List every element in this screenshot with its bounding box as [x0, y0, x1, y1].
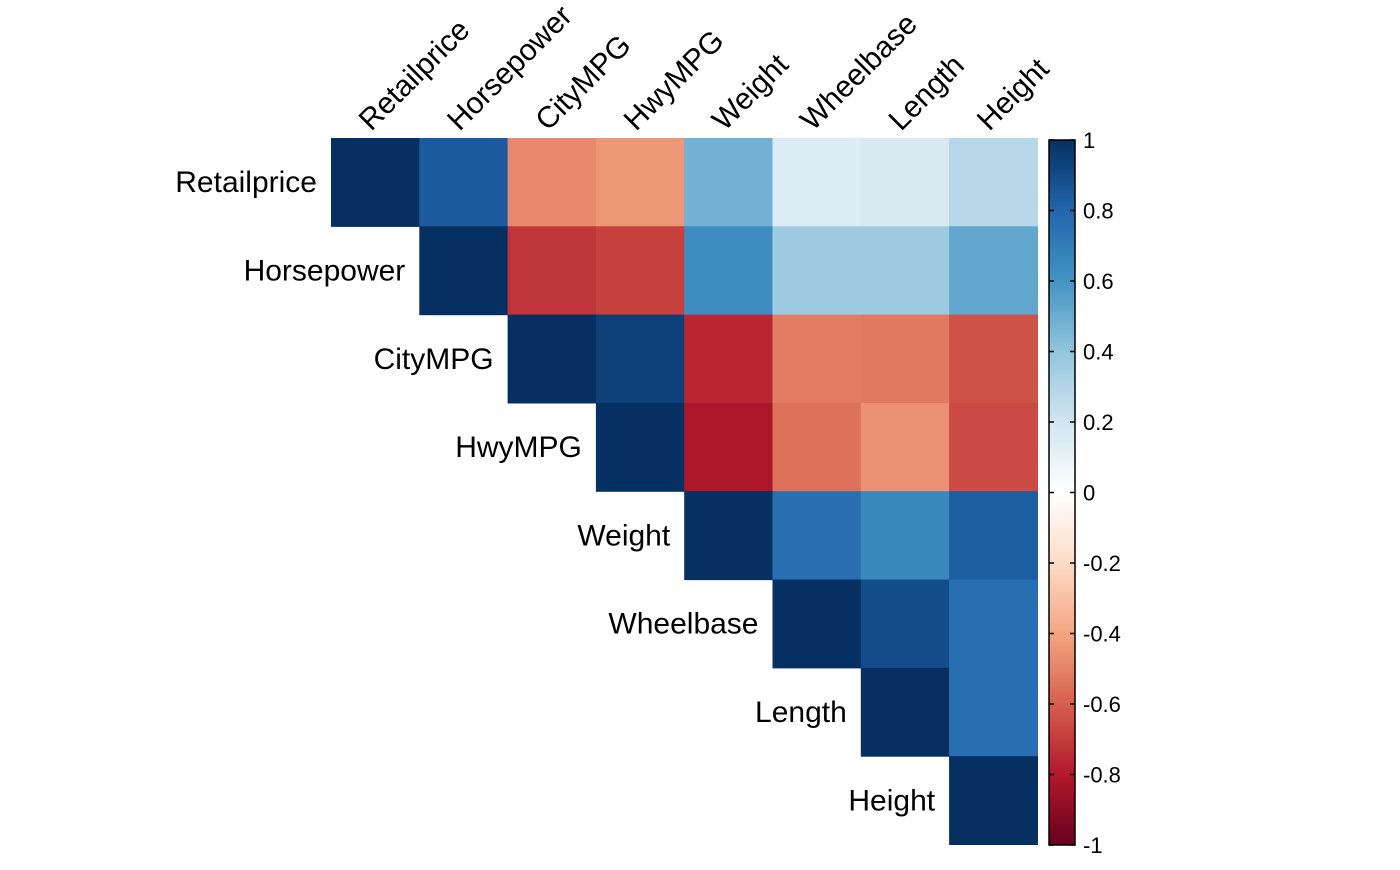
cell-citympg-hwympg — [595, 314, 685, 404]
colorbar-tick-label: -1 — [1083, 833, 1103, 858]
colorbar-tick-label: -0.6 — [1083, 692, 1121, 717]
cell-citympg-wheelbase — [772, 314, 862, 404]
cell-horsepower-weight — [684, 226, 774, 316]
row-labels: Retailprice Horsepower CityMPG HwyMPG Weight… — [175, 166, 935, 817]
cell-horsepower-horsepower — [419, 226, 509, 316]
cell-length-length — [860, 667, 950, 757]
column-label-weight: Weight — [706, 48, 795, 137]
cell-weight-weight — [684, 491, 774, 581]
colorbar-tick-label: -0.8 — [1083, 763, 1121, 788]
column-label-height: Height — [971, 52, 1056, 137]
column-label-length: Length — [883, 49, 971, 137]
cell-horsepower-citympg — [507, 226, 597, 316]
row-label-horsepower: Horsepower — [244, 254, 406, 287]
cell-retailprice-wheelbase — [772, 138, 862, 227]
colorbar-tick-label: 0 — [1083, 481, 1095, 506]
cell-horsepower-length — [860, 226, 950, 316]
cell-length-height — [949, 667, 1038, 757]
cell-retailprice-hwympg — [595, 138, 685, 227]
cell-citympg-height — [949, 314, 1038, 404]
cell-retailprice-horsepower — [419, 138, 509, 227]
colorbar-tick-label: 0.6 — [1083, 269, 1114, 294]
cell-retailprice-weight — [684, 138, 774, 227]
cell-retailprice-retailprice — [331, 138, 420, 227]
cell-citympg-length — [860, 314, 950, 404]
cell-hwympg-weight — [684, 402, 774, 492]
cell-horsepower-height — [949, 226, 1038, 316]
cell-weight-height — [949, 491, 1038, 581]
cell-wheelbase-length — [860, 579, 950, 669]
colorbar-tick-label: 0.2 — [1083, 410, 1114, 435]
colorbar-tick-label: -0.2 — [1083, 551, 1121, 576]
cell-weight-wheelbase — [772, 491, 862, 581]
colorbar: 1 0.8 0.6 0.4 0.2 0 -0.2 -0.4 -0.6 -0.8 -1 — [1048, 128, 1121, 858]
column-labels: RetailpriceHorsepowerCityMPGHwyMPGWeight… — [353, 0, 1056, 137]
cell-hwympg-length — [860, 402, 950, 492]
cell-hwympg-height — [949, 402, 1038, 492]
cell-retailprice-height — [949, 138, 1038, 227]
colorbar-tick-label: 0.4 — [1083, 340, 1114, 365]
cell-citympg-citympg — [507, 314, 597, 404]
row-label-wheelbase: Wheelbase — [608, 608, 758, 641]
cell-height-height — [949, 756, 1038, 845]
row-label-hwympg: HwyMPG — [455, 431, 582, 464]
colorbar-tick-label: 0.8 — [1083, 199, 1114, 224]
cell-wheelbase-height — [949, 579, 1038, 669]
row-label-citympg: CityMPG — [374, 343, 494, 376]
cell-citympg-weight — [684, 314, 774, 404]
heatmap-cells — [331, 138, 1038, 845]
cell-horsepower-wheelbase — [772, 226, 862, 316]
cell-horsepower-hwympg — [595, 226, 685, 316]
cell-retailprice-length — [860, 138, 950, 227]
cell-retailprice-citympg — [507, 138, 597, 227]
cell-wheelbase-wheelbase — [772, 579, 862, 669]
colorbar-tick-label: -0.4 — [1083, 622, 1121, 647]
row-label-length: Length — [755, 696, 847, 729]
cell-hwympg-wheelbase — [772, 402, 862, 492]
cell-hwympg-hwympg — [595, 402, 685, 492]
row-label-weight: Weight — [577, 519, 670, 552]
cell-weight-length — [860, 491, 950, 581]
row-label-retailprice: Retailprice — [175, 166, 317, 199]
row-label-height: Height — [848, 784, 935, 817]
colorbar-tick-label: 1 — [1083, 128, 1095, 153]
